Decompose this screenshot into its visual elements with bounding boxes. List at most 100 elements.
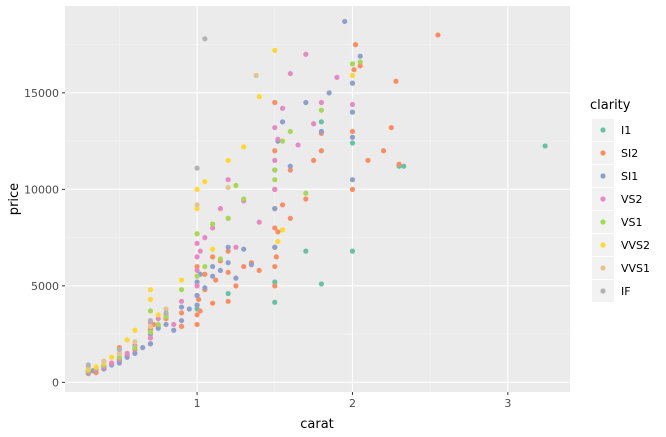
point-i1 [349, 248, 356, 254]
point-vs2 [178, 298, 185, 304]
point-if [116, 346, 122, 353]
point-si1 [272, 244, 278, 250]
point-si1 [318, 128, 324, 135]
point-vvs2 [210, 246, 216, 252]
point-vs1 [202, 263, 208, 270]
data-points [85, 18, 548, 377]
point-vs1 [210, 221, 216, 227]
point-vs1 [178, 287, 185, 293]
point-vs1 [116, 354, 122, 360]
point-vvs2 [109, 354, 115, 360]
point-i1 [318, 281, 324, 287]
point-vvs2 [93, 364, 99, 370]
point-si2 [225, 269, 231, 275]
point-si2 [272, 225, 278, 231]
point-si1 [210, 263, 216, 270]
y-tick-label: 15000 [24, 87, 59, 100]
point-si1 [349, 109, 356, 115]
point-vs1 [349, 61, 356, 67]
point-si1 [225, 260, 231, 266]
point-si1 [132, 350, 138, 356]
point-si2 [197, 308, 203, 314]
point-vs2 [194, 240, 200, 246]
point-vvs2 [155, 312, 161, 318]
point-vs1 [147, 308, 154, 314]
point-vs2 [225, 177, 231, 183]
point-si1 [147, 341, 154, 347]
point-if [202, 36, 208, 42]
legend-swatch-vvs2 [600, 242, 606, 248]
point-i1 [401, 163, 407, 169]
point-vs1 [194, 273, 200, 279]
point-si2 [225, 248, 231, 254]
legend-label-vs1: VS1 [621, 216, 643, 229]
point-if [85, 362, 91, 368]
legend-swatch-vs1 [600, 219, 606, 225]
point-si2 [349, 128, 356, 135]
point-vs2 [287, 70, 293, 77]
point-vs1 [272, 177, 278, 183]
point-si1 [217, 267, 223, 274]
point-vs2 [272, 157, 278, 163]
point-vs2 [194, 254, 200, 260]
point-vs2 [349, 101, 356, 108]
point-si1 [210, 273, 216, 279]
point-si1 [349, 134, 356, 140]
point-si1 [155, 325, 161, 331]
point-vs2 [295, 142, 301, 148]
point-vs2 [303, 51, 309, 57]
point-vs2 [202, 235, 208, 241]
point-si1 [233, 275, 239, 281]
point-si2 [241, 263, 247, 270]
point-si2 [279, 202, 286, 208]
point-si2 [435, 32, 441, 38]
point-vvs1 [163, 306, 169, 312]
point-if [163, 310, 169, 316]
point-si1 [194, 279, 200, 285]
point-i1 [272, 279, 278, 285]
y-axis-title: price [7, 183, 22, 215]
point-si2 [352, 42, 359, 48]
point-si2 [349, 186, 356, 192]
point-vvs1 [116, 350, 122, 356]
legend-label-si2: SI2 [621, 147, 638, 160]
point-vvs2 [275, 238, 281, 245]
point-vvs2 [202, 179, 208, 185]
point-si2 [273, 254, 279, 260]
point-vs1 [163, 314, 169, 320]
point-vs2 [124, 350, 130, 356]
point-si2 [311, 157, 317, 163]
legend: clarity I1 SI2 SI1 VS2 VS1 VVS2 VVS1 IF [590, 98, 650, 302]
point-si1 [342, 18, 348, 25]
point-vs2 [272, 124, 278, 131]
x-axis-title: carat [300, 417, 334, 432]
point-si1 [178, 304, 185, 310]
legend-label-si1: SI1 [621, 170, 638, 183]
point-vvs2 [147, 296, 154, 302]
point-si2 [351, 67, 357, 73]
point-vvs2 [241, 144, 247, 150]
legend-swatch-if [600, 288, 606, 294]
point-si2 [202, 271, 208, 277]
point-vvs1 [147, 323, 154, 329]
point-vs2 [217, 206, 223, 212]
point-vs2 [279, 105, 286, 111]
point-if [147, 317, 154, 324]
point-si2 [272, 148, 278, 154]
point-si1 [171, 327, 177, 333]
legend-swatch-si1 [600, 173, 606, 179]
point-si1 [178, 317, 185, 324]
point-vvs2 [147, 287, 154, 293]
point-vs1 [225, 215, 231, 221]
point-vs1 [217, 256, 223, 262]
point-vvs2 [194, 186, 200, 192]
point-si1 [326, 90, 332, 96]
point-si2 [256, 267, 262, 274]
y-tick-label: 0 [52, 376, 59, 389]
point-si1 [303, 99, 309, 106]
legend-swatch-i1 [600, 127, 606, 133]
y-tick-label: 10000 [24, 183, 59, 196]
x-axis-ticks: 1 2 3 [194, 392, 511, 410]
point-i1 [542, 143, 548, 149]
legend-label-vvs1: VVS1 [621, 262, 650, 275]
